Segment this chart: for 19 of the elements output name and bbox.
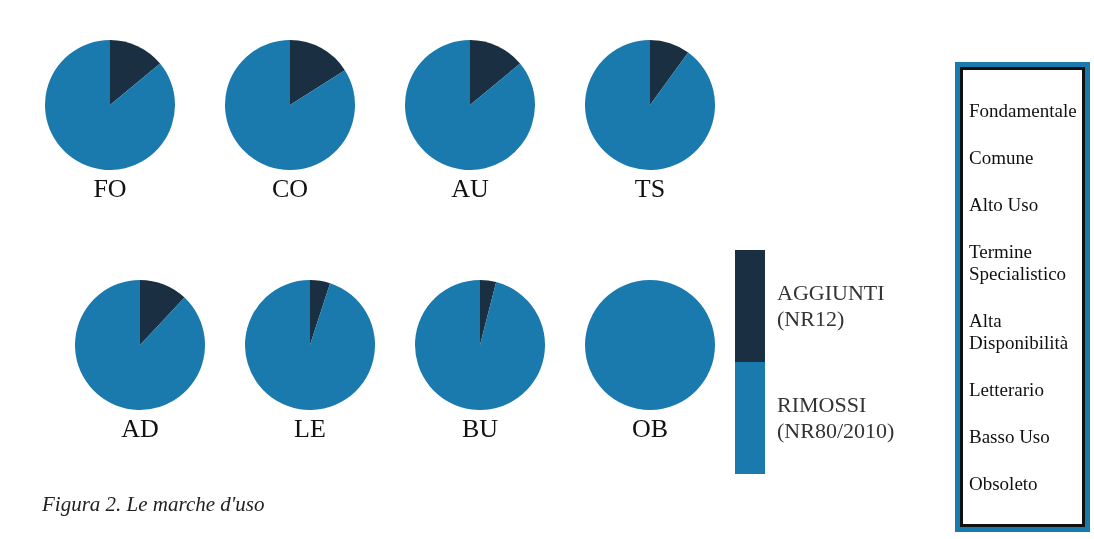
text: LE: [293, 414, 327, 444]
text: Figura 2. Le marche d'uso: [42, 492, 265, 517]
text: Obsoleto: [969, 473, 1039, 495]
text: RIMOSSI (NR80/2010): [777, 392, 896, 444]
text: Alto Uso: [969, 194, 1040, 216]
text: OB: [630, 414, 670, 444]
text: AU: [450, 174, 490, 204]
text: FO: [92, 174, 128, 204]
text: BU: [460, 414, 500, 444]
text: Alta Disponibilità: [969, 310, 1070, 354]
text: AD: [120, 414, 160, 444]
text: Fondamentale: [969, 100, 1078, 122]
text: Letterario: [969, 379, 1045, 401]
text: AGGIUNTI (NR12): [777, 280, 886, 332]
text: Comune: [969, 147, 1035, 169]
text: CO: [270, 174, 310, 204]
text: Basso Uso: [969, 426, 1051, 448]
text: Termine Specialistico: [969, 241, 1068, 285]
text: TS: [633, 174, 667, 204]
